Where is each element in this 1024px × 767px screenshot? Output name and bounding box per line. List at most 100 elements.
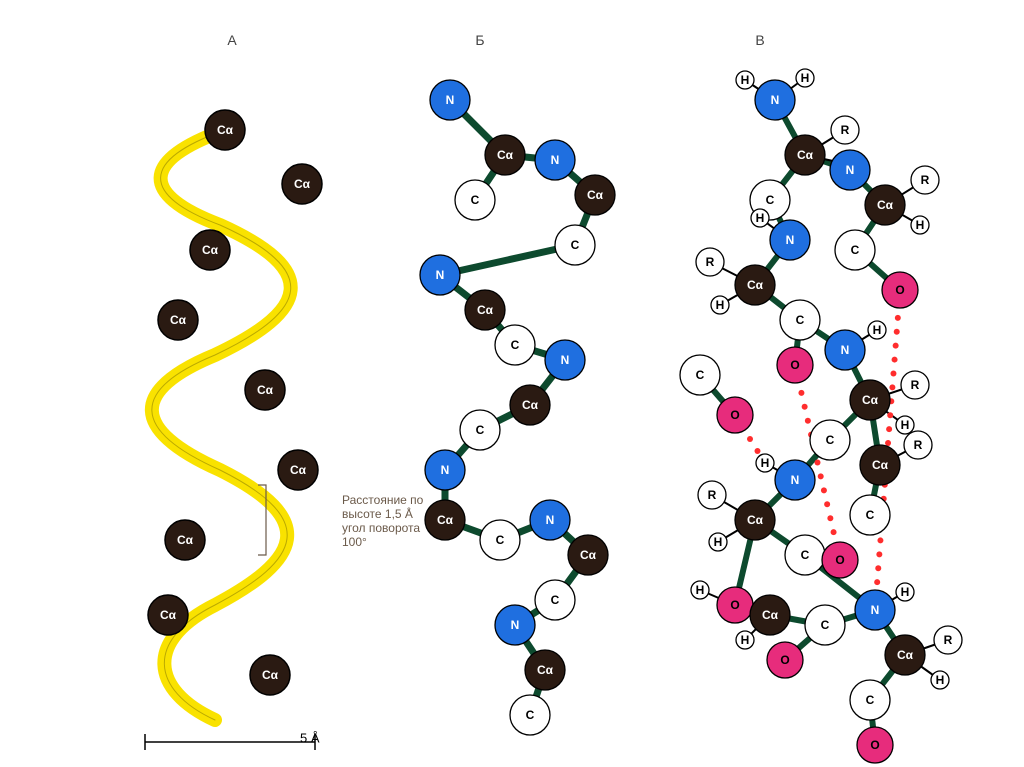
hbond-dot <box>885 440 891 446</box>
atom-R: R <box>698 481 726 509</box>
scale-label: 5 Å <box>300 731 320 746</box>
hbond-dot <box>815 460 821 466</box>
atom-C: C <box>850 495 890 535</box>
hbond-dot <box>892 357 898 363</box>
atom-Ca: Cα <box>735 500 775 540</box>
atom-H: H <box>691 581 709 599</box>
atom-R: R <box>934 626 962 654</box>
atom-H: H <box>931 671 949 689</box>
hbond-dot <box>895 315 901 321</box>
hbond-dot <box>890 370 896 376</box>
annotation-text: 100° <box>342 535 367 549</box>
atom-Ca: Cα <box>485 135 525 175</box>
atom-N: N <box>530 500 570 540</box>
atom-C: C <box>555 225 595 265</box>
helix-ca-atom: Cα <box>148 595 188 635</box>
atom-Ca: Cα <box>885 635 925 675</box>
hbond-dot <box>893 343 899 349</box>
atom-H: H <box>709 533 727 551</box>
hbond-dot <box>802 404 808 410</box>
helix-ca-atom: Cα <box>278 450 318 490</box>
atom-Ca: Cα <box>860 445 900 485</box>
hbond-dot <box>876 551 882 557</box>
atom-N: N <box>855 590 895 630</box>
hbond-dot <box>887 412 893 418</box>
atom-C: C <box>455 180 495 220</box>
panelC-atoms: NHHCαRHCNCαRHCONHCαRHCONHCαRHCOCNHCαRHCO… <box>680 69 962 763</box>
atom-O: O <box>777 347 813 383</box>
atom-N: N <box>775 460 815 500</box>
hbond-dot <box>889 384 895 390</box>
atom-Ca: Cα <box>850 380 890 420</box>
atom-H: H <box>868 321 886 339</box>
atom-H: H <box>896 416 914 434</box>
atom-N: N <box>825 330 865 370</box>
hbond-dot <box>831 529 837 535</box>
atom-C: C <box>680 355 720 395</box>
atom-H: H <box>796 69 814 87</box>
hbond-dot <box>875 565 881 571</box>
atom-N: N <box>535 140 575 180</box>
atom-O: O <box>882 272 918 308</box>
atom-C: C <box>510 695 550 735</box>
helix-ca-atom: Cα <box>250 655 290 695</box>
atom-R: R <box>696 248 724 276</box>
atom-O: O <box>717 587 753 623</box>
annotation-text: высоте 1,5 Å <box>342 506 413 521</box>
helix-ca-atom: Cα <box>190 230 230 270</box>
atom-Ca: Cα <box>785 135 825 175</box>
hbond-dot <box>874 579 880 585</box>
atom-Ca: Cα <box>525 650 565 690</box>
atom-R: R <box>911 166 939 194</box>
hbond-dot <box>827 515 833 521</box>
atom-C: C <box>785 535 825 575</box>
hbond-dot <box>805 418 811 424</box>
helix-ca-atom: Cα <box>158 300 198 340</box>
diagram-canvas: АБВCαCαCαCαCαCαCαCαCαРасстояние повысоте… <box>0 0 1024 767</box>
hbond-dot <box>886 426 892 432</box>
hbond-dot <box>894 329 900 335</box>
atom-C: C <box>495 325 535 365</box>
panel-label: Б <box>475 32 484 48</box>
atom-Ca: Cα <box>750 595 790 635</box>
atom-R: R <box>904 431 932 459</box>
atom-C: C <box>780 300 820 340</box>
atom-R: R <box>901 371 929 399</box>
helix-ca-atom: Cα <box>165 520 205 560</box>
hbond-dot <box>798 390 804 396</box>
atom-H: H <box>756 454 774 472</box>
atom-H: H <box>751 209 769 227</box>
hbond-dot <box>818 473 824 479</box>
atom-O: O <box>717 397 753 433</box>
atom-C: C <box>850 680 890 720</box>
helix-ca-atom: Cα <box>205 110 245 150</box>
atom-Ca: Cα <box>465 290 505 330</box>
hbond-dot <box>755 448 761 454</box>
hbond-dot <box>821 487 827 493</box>
annotation-text: Расстояние по <box>342 493 424 507</box>
atom-H: H <box>711 296 729 314</box>
helix-ca-atom: Cα <box>282 164 322 204</box>
atom-N: N <box>420 255 460 295</box>
atom-N: N <box>430 80 470 120</box>
atom-C: C <box>480 520 520 560</box>
atom-N: N <box>495 605 535 645</box>
atom-C: C <box>535 580 575 620</box>
atom-Ca: Cα <box>510 385 550 425</box>
atom-N: N <box>830 150 870 190</box>
atom-H: H <box>736 631 754 649</box>
atom-O: O <box>857 727 893 763</box>
hbond-dot <box>824 501 830 507</box>
atom-C: C <box>835 230 875 270</box>
atom-H: H <box>911 216 929 234</box>
atom-O: O <box>767 642 803 678</box>
atom-R: R <box>831 116 859 144</box>
atom-C: C <box>805 605 845 645</box>
panelB-atoms: NCαCNCαCNCαCNCαCNCαCNCαCNCαC <box>420 80 615 735</box>
atom-Ca: Cα <box>575 175 615 215</box>
annotation-text: угол поворота <box>342 521 420 535</box>
hbond-dot <box>877 537 883 543</box>
atom-H: H <box>896 583 914 601</box>
atom-H: H <box>736 71 754 89</box>
bond <box>440 245 575 275</box>
